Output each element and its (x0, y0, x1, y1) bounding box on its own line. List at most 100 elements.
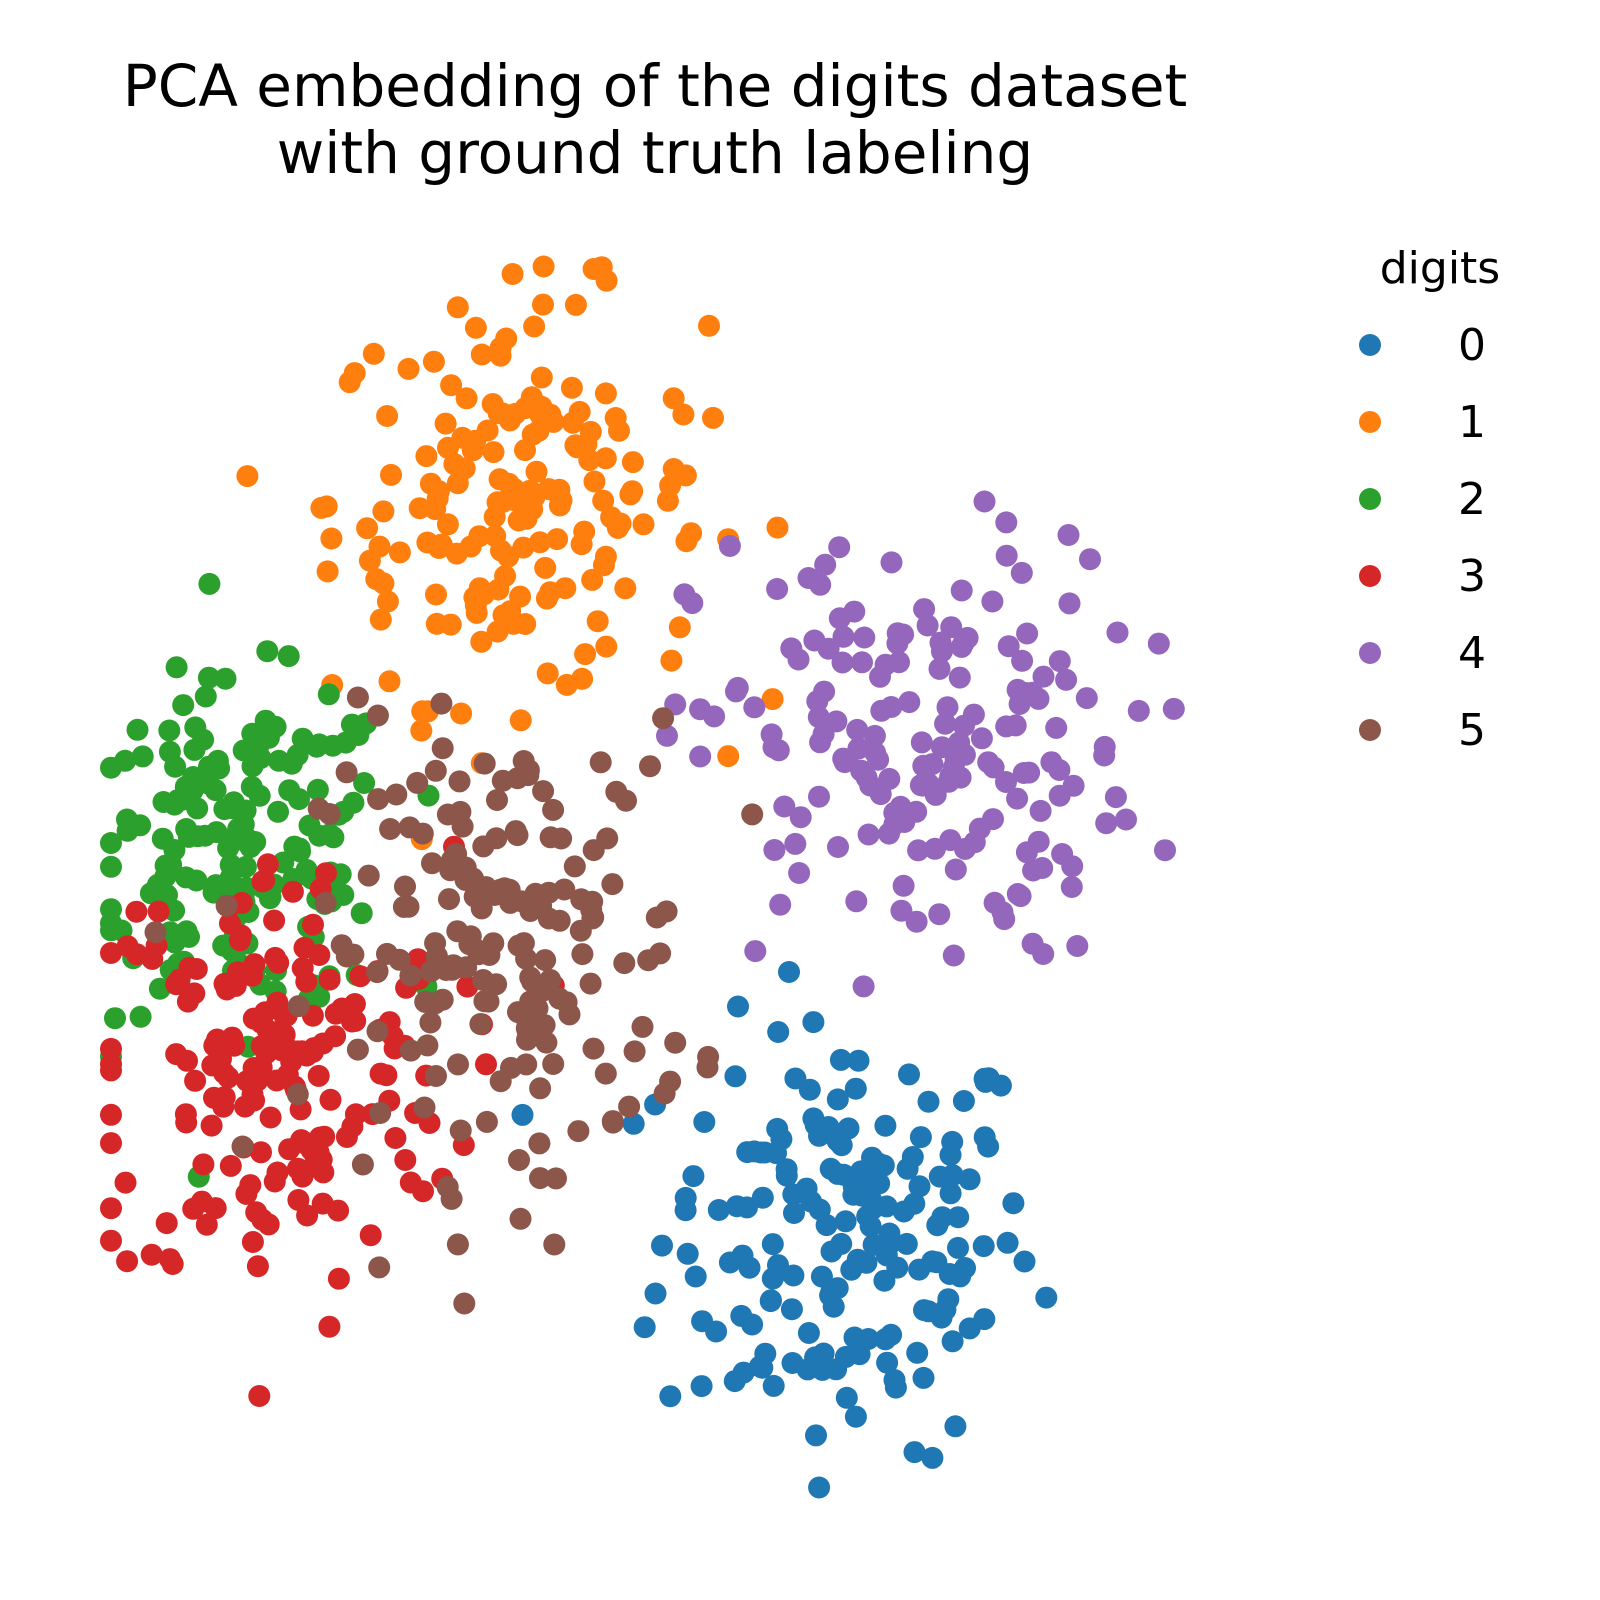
point-digit-3 (100, 1229, 122, 1252)
point-digit-1 (408, 497, 431, 520)
point-digit-0 (834, 1210, 857, 1233)
point-digit-4 (934, 712, 957, 735)
point-digit-4 (832, 625, 855, 648)
series-5 (144, 686, 764, 1315)
point-digit-5 (414, 990, 437, 1013)
legend-label-3: 3 (1458, 551, 1486, 602)
point-digit-0 (784, 1067, 807, 1090)
point-digit-0 (1035, 1286, 1058, 1309)
point-digit-2 (151, 827, 174, 850)
point-digit-5 (419, 1011, 442, 1034)
point-digit-0 (844, 1405, 867, 1428)
legend-entry-2: 2 (1359, 474, 1486, 525)
point-digit-3 (287, 1189, 310, 1211)
point-digit-0 (952, 1090, 975, 1112)
point-digit-5 (454, 868, 477, 891)
point-digit-5 (388, 948, 411, 971)
point-digit-5 (399, 964, 422, 987)
point-digit-5 (430, 692, 453, 715)
point-digit-4 (806, 690, 829, 713)
point-digit-3 (251, 870, 274, 893)
point-digit-4 (689, 698, 712, 721)
point-digit-3 (263, 909, 286, 932)
point-digit-5 (342, 943, 365, 966)
point-digit-0 (674, 1186, 697, 1209)
point-digit-4 (997, 635, 1020, 658)
point-digit-5 (579, 972, 602, 995)
point-digit-0 (835, 1386, 858, 1409)
point-digit-1 (489, 344, 512, 367)
point-digit-1 (604, 407, 627, 429)
point-digit-0 (778, 961, 800, 983)
point-digit-5 (307, 797, 330, 820)
point-digit-3 (140, 1243, 163, 1266)
point-digit-2 (160, 853, 183, 876)
point-digit-2 (248, 784, 271, 807)
point-digit-0 (826, 1088, 849, 1111)
point-digit-4 (890, 899, 913, 922)
point-digit-5 (664, 1031, 687, 1054)
point-digit-1 (546, 528, 569, 551)
point-digit-5 (397, 895, 420, 918)
point-digit-0 (941, 1330, 964, 1353)
point-digit-1 (595, 269, 618, 292)
point-digit-3 (100, 1053, 122, 1076)
point-digit-0 (874, 1114, 897, 1137)
point-digit-3 (293, 936, 316, 959)
point-digit-0 (775, 1164, 798, 1187)
point-digit-1 (468, 577, 491, 600)
point-digit-3 (165, 973, 188, 996)
point-digit-4 (1093, 744, 1116, 767)
point-digit-1 (437, 436, 459, 459)
point-digit-4 (956, 626, 979, 649)
point-digit-2 (241, 755, 264, 778)
point-digit-0 (830, 1134, 853, 1157)
point-digit-3 (228, 929, 251, 952)
point-digit-3 (155, 1212, 178, 1235)
point-digit-2 (306, 778, 329, 801)
point-digit-5 (442, 954, 465, 977)
point-digit-1 (310, 496, 333, 519)
legend-label-5: 5 (1458, 705, 1486, 756)
legend-marker-3 (1359, 565, 1381, 587)
point-digit-5 (594, 1062, 617, 1085)
point-digit-0 (937, 1288, 960, 1311)
point-digit-5 (659, 1070, 682, 1093)
point-digit-3 (344, 1103, 367, 1126)
point-digit-4 (828, 607, 851, 630)
point-digit-0 (808, 1476, 831, 1499)
point-digit-1 (680, 522, 703, 545)
point-digit-2 (158, 719, 181, 742)
point-digit-2 (183, 738, 206, 761)
point-digit-4 (907, 839, 930, 862)
point-digit-4 (1006, 787, 1029, 810)
point-digit-4 (928, 903, 951, 926)
point-digit-4 (744, 940, 767, 963)
point-digit-5 (580, 898, 603, 921)
point-digit-1 (358, 549, 381, 572)
point-digit-5 (491, 769, 514, 792)
point-digit-5 (524, 1019, 547, 1042)
point-digit-4 (828, 536, 851, 559)
point-digit-0 (766, 1117, 789, 1140)
point-digit-1 (509, 709, 532, 732)
point-digit-3 (318, 968, 341, 991)
point-digit-4 (656, 724, 678, 747)
point-digit-4 (1048, 784, 1071, 807)
point-digit-4 (910, 731, 933, 754)
point-digit-2 (166, 789, 189, 812)
point-digit-2 (158, 740, 181, 763)
point-digit-0 (973, 1067, 996, 1090)
point-digit-1 (766, 516, 789, 539)
point-digit-4 (995, 544, 1018, 567)
legend-entry-1: 1 (1359, 397, 1486, 448)
point-digit-1 (372, 572, 395, 595)
point-digit-2 (353, 772, 376, 794)
point-digit-0 (909, 1126, 932, 1149)
point-digit-4 (913, 598, 936, 621)
point-digit-1 (434, 412, 457, 435)
chart-title-line-2: with ground truth labeling (277, 119, 1033, 187)
point-digit-1 (761, 688, 784, 711)
point-digit-5 (613, 952, 636, 975)
point-digit-5 (379, 818, 402, 840)
